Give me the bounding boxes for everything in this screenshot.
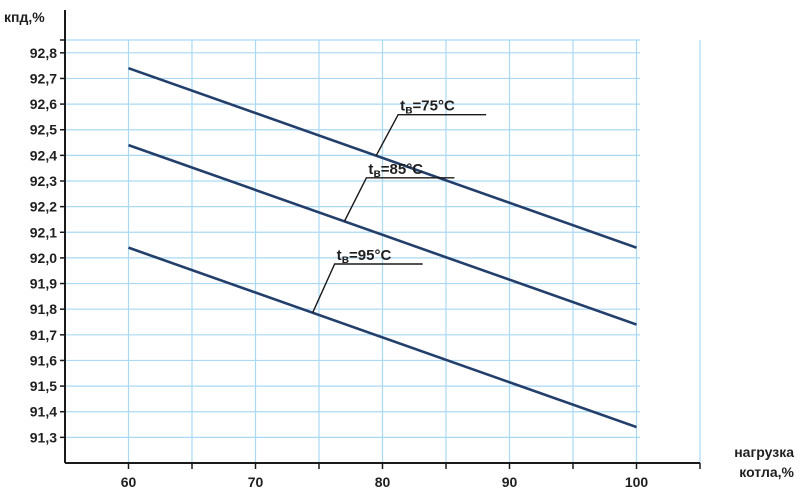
ticks: 91,3 91,4 91,5 91,6 91,7 91,8 91,9 92,0 92,1 92,2… [30, 39, 701, 490]
y-tick-label: 91,6 [30, 352, 57, 368]
series-line [128, 246, 637, 429]
y-tick-label: 92,4 [30, 147, 57, 163]
x-axis-title-line-2: котла,% [739, 464, 794, 480]
y-tick-label: 91,3 [30, 429, 57, 445]
x-tick-label: 70 [248, 474, 264, 490]
series-label-leader [343, 177, 455, 222]
series-label: tв=85°C [368, 161, 423, 180]
y-tick-label: 91,9 [30, 276, 57, 292]
x-tick-label: 100 [625, 474, 649, 490]
y-tick-label: 91,7 [30, 327, 57, 343]
series-labels: tв=75°C tв=85°C tв=95°C [312, 98, 487, 313]
y-tick-label: 92,0 [30, 250, 57, 266]
series-label: tв=75°C [400, 98, 455, 117]
x-tick-label: 60 [121, 474, 137, 490]
y-tick-label: 92,7 [30, 70, 57, 86]
y-axis-title: кпд,% [4, 9, 45, 25]
y-tick-label: 91,4 [30, 404, 57, 420]
y-tick-label: 92,6 [30, 96, 57, 112]
series-line [128, 143, 637, 326]
series-label: tв=95°C [337, 247, 392, 266]
series [128, 66, 637, 429]
y-tick-label: 92,1 [30, 224, 57, 240]
y-tick-label: 92,2 [30, 199, 57, 215]
series-label-leader [375, 113, 487, 157]
y-tick-label: 92,8 [30, 45, 57, 61]
x-axis-title-line-1: нагрузка [734, 444, 794, 460]
y-tick-label: 91,8 [30, 301, 57, 317]
y-tick-label: 91,5 [30, 378, 57, 394]
y-tick-label: 92,3 [30, 173, 57, 189]
x-tick-label: 80 [375, 474, 391, 490]
y-tick-label: 92,5 [30, 122, 57, 138]
series-line [128, 66, 637, 249]
series-label-leader [312, 263, 423, 313]
grid [65, 39, 701, 463]
x-tick-label: 90 [502, 474, 518, 490]
